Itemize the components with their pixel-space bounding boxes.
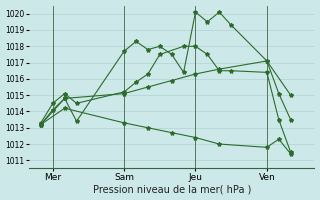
X-axis label: Pression niveau de la mer( hPa ): Pression niveau de la mer( hPa ) [92,184,251,194]
